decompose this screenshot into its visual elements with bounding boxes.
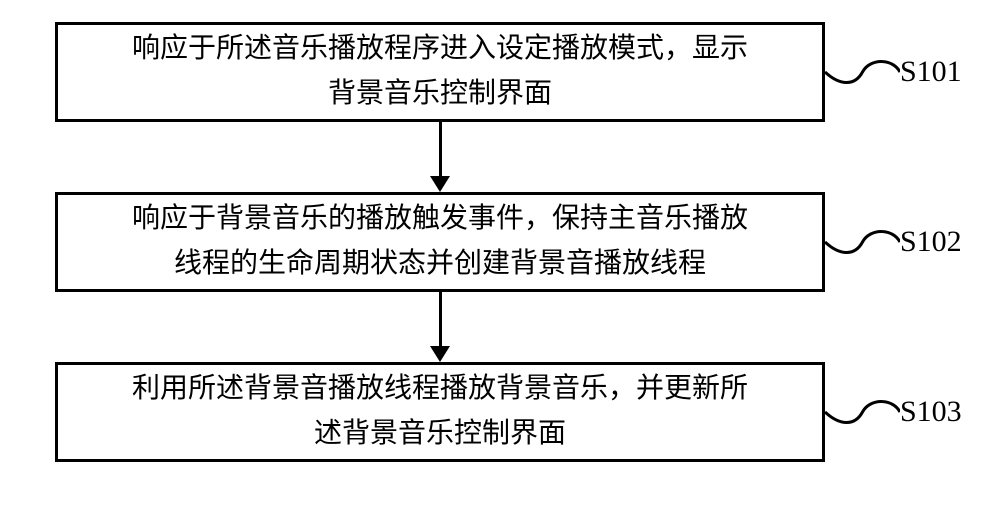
step-box-s101: 响应于所述音乐播放程序进入设定播放模式，显示 背景音乐控制界面 xyxy=(55,22,825,122)
arrow-s101-s102 xyxy=(439,122,442,176)
arrow-head-s102-s103 xyxy=(430,346,450,362)
step-text-s102: 响应于背景音乐的播放触发事件，保持主音乐播放 线程的生命周期状态并创建背景音播放… xyxy=(132,197,748,287)
connector-s101 xyxy=(825,54,900,90)
arrow-s102-s103 xyxy=(439,292,442,346)
connector-s103 xyxy=(825,394,900,430)
arrow-head-s101-s102 xyxy=(430,176,450,192)
step-text-s103-line1: 利用所述背景音播放线程播放背景音乐，并更新所 xyxy=(132,373,748,404)
step-label-s101: S101 xyxy=(900,55,962,89)
step-text-s102-line2: 线程的生命周期状态并创建背景音播放线程 xyxy=(174,248,706,279)
step-text-s103: 利用所述背景音播放线程播放背景音乐，并更新所 述背景音乐控制界面 xyxy=(132,367,748,457)
step-label-s102: S102 xyxy=(900,225,962,259)
flowchart-canvas: 响应于所述音乐播放程序进入设定播放模式，显示 背景音乐控制界面 响应于背景音乐的… xyxy=(0,0,1000,510)
step-text-s101-line2: 背景音乐控制界面 xyxy=(328,78,552,109)
step-box-s102: 响应于背景音乐的播放触发事件，保持主音乐播放 线程的生命周期状态并创建背景音播放… xyxy=(55,192,825,292)
step-text-s103-line2: 述背景音乐控制界面 xyxy=(314,418,566,449)
step-text-s101-line1: 响应于所述音乐播放程序进入设定播放模式，显示 xyxy=(132,33,748,64)
step-text-s101: 响应于所述音乐播放程序进入设定播放模式，显示 背景音乐控制界面 xyxy=(132,27,748,117)
step-box-s103: 利用所述背景音播放线程播放背景音乐，并更新所 述背景音乐控制界面 xyxy=(55,362,825,462)
step-text-s102-line1: 响应于背景音乐的播放触发事件，保持主音乐播放 xyxy=(132,203,748,234)
step-label-s103: S103 xyxy=(900,395,962,429)
connector-s102 xyxy=(825,224,900,260)
